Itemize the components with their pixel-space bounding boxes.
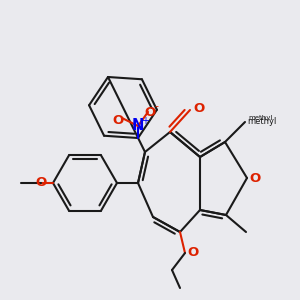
Text: O: O: [249, 172, 260, 184]
Text: O: O: [112, 113, 124, 127]
Text: O: O: [35, 176, 46, 190]
Text: +: +: [141, 116, 149, 126]
Text: O: O: [193, 101, 204, 115]
Text: methyl: methyl: [248, 115, 272, 121]
Text: N: N: [132, 118, 144, 134]
Text: O: O: [187, 247, 198, 260]
Text: O: O: [144, 106, 156, 119]
Text: -: -: [154, 101, 158, 111]
Text: methyl: methyl: [247, 116, 276, 125]
